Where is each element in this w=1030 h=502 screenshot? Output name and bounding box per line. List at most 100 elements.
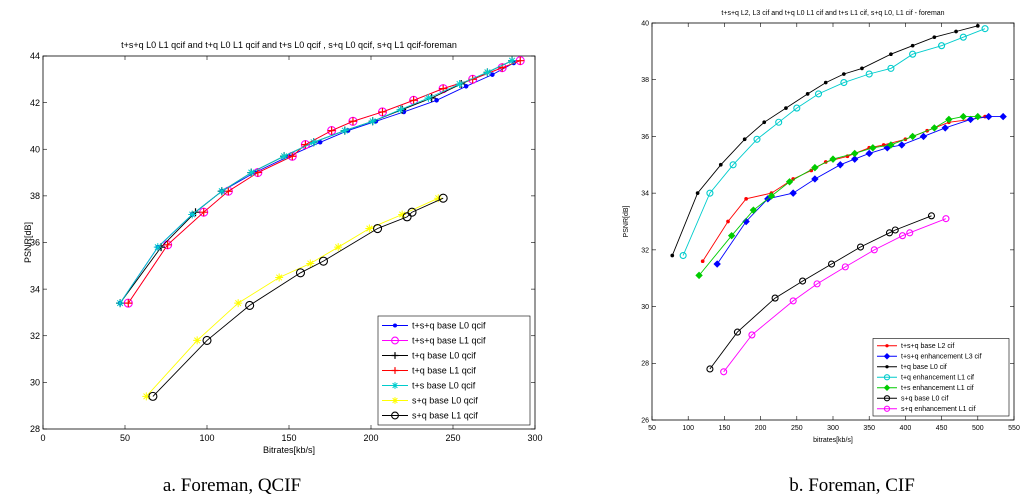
chart-b-xtick-label: 50 (648, 425, 656, 432)
chart-b-series-point-6 (720, 368, 728, 376)
chart-a-ylabel: PSNR[dB] (23, 222, 33, 263)
chart-a-series-point-5 (334, 243, 343, 252)
chart-b-ytick-label: 26 (641, 417, 649, 424)
chart-a-series-point-0 (463, 84, 469, 89)
chart-b-series-point-1 (984, 112, 993, 121)
chart-b-series-point-4 (749, 206, 758, 214)
chart-b-xtick-label: 350 (863, 425, 875, 432)
chart-b-series-point-1 (966, 115, 975, 124)
chart-b-xtick-label: 550 (1008, 425, 1020, 432)
chart-a-series-point-3 (124, 299, 133, 308)
chart-b-legend: t+s+q base L2 cif t+s+q enhancement L3 ci… (872, 338, 1010, 417)
chart-b-series-point-4 (869, 144, 877, 152)
chart-a-series-point-0 (490, 72, 495, 77)
chart-b-series-line-5 (709, 215, 932, 370)
chart-a-ytick-label: 40 (30, 144, 40, 154)
chart-a-xtick-label: 0 (40, 433, 45, 443)
chart-b-legend-label-3: t+q enhancement L1 cif (901, 375, 974, 382)
chart-a-series-point-4 (247, 168, 256, 177)
chart-b-series-point-2 (889, 52, 893, 57)
chart-b-series-point-6 (906, 229, 914, 237)
chart-a-ytick-label: 34 (30, 284, 40, 294)
chart-b-series-line-2 (671, 25, 978, 256)
chart-b-series-point-1 (919, 132, 928, 141)
chart-a-xlabel: Bitrates[kb/s] (263, 445, 315, 455)
chart-b-legend-marker-6 (883, 405, 891, 412)
chart-b-series-point-5 (771, 294, 779, 302)
chart-a-legend-marker-5 (391, 397, 399, 404)
chart-a-xtick-label: 200 (363, 433, 378, 443)
chart-b-series-point-2 (842, 72, 846, 76)
chart-a-legend: t+s+q base L0 qcif t+s+q base L1 qcif t+q … (377, 315, 531, 426)
chart-b-series-point-4 (767, 192, 776, 200)
chart-a-series-point-6 (202, 335, 212, 345)
chart-a-series-point-5 (434, 194, 443, 203)
chart-b-series-point-6 (898, 232, 907, 240)
chart-b-series-point-4 (945, 115, 953, 124)
chart-b-ytick-label: 30 (641, 304, 649, 311)
chart-b-xlabel: bitrates[kb/s] (813, 437, 853, 444)
chart-b-series-5 (706, 212, 936, 373)
chart-a-series-point-0 (317, 139, 323, 145)
chart-b-series-point-5 (885, 229, 894, 237)
chart-a-ytick-label: 28 (30, 424, 40, 434)
chart-b-legend-label-6: s+q enhancement L1 cif (901, 406, 976, 413)
chart-b-series-point-2 (823, 80, 828, 85)
chart-b-series-point-6 (813, 280, 821, 288)
chart-a-series-line-4 (119, 60, 513, 304)
chart-b-series-point-2 (670, 253, 675, 258)
chart-a-series-point-4 (340, 126, 349, 135)
chart-b-series-point-3 (909, 50, 917, 58)
chart-b-series-point-2 (860, 66, 864, 71)
chart-b-series-point-3 (679, 251, 687, 260)
chart-b-series-point-5 (733, 328, 741, 336)
chart-b-series-point-5 (856, 243, 865, 251)
chart-a-legend-label-4: t+s base L0 qcif (412, 381, 476, 391)
chart-a-series-1 (123, 56, 525, 308)
chart-b-series-point-3 (775, 118, 783, 126)
chart-b-series-point-4 (930, 124, 939, 132)
chart-a-series-point-4 (368, 117, 377, 126)
chart-b-series-point-2 (932, 35, 937, 40)
chart-a-series-point-4 (280, 152, 289, 161)
chart-b-series-point-4 (727, 231, 736, 240)
chart-a-legend-label-3: t+q base L1 qcif (412, 366, 476, 376)
chart-a-series-point-3 (288, 152, 297, 161)
chart-b-series-point-3 (865, 70, 873, 78)
chart-b-series-point-2 (975, 23, 980, 28)
chart-a-series-point-6 (407, 207, 417, 217)
chart-b-series-4 (695, 112, 982, 280)
chart-b-series-point-0 (726, 219, 730, 224)
chart-b-series-point-4 (974, 112, 982, 121)
chart-a-series-5 (142, 194, 443, 401)
chart-a-legend-marker-1 (391, 336, 399, 345)
chart-a-series-line-3 (127, 60, 521, 304)
chart-b-series-point-0 (744, 196, 748, 201)
chart-b-legend-label-2: t+q base L0 cif (901, 364, 947, 371)
chart-a-legend-label-0: t+s+q base L0 qcif (412, 321, 486, 331)
chart-a-series-point-4 (188, 210, 197, 219)
chart-b-series-point-2 (784, 106, 788, 110)
chart-a-series-point-5 (365, 224, 374, 233)
chart-b-series-point-2 (762, 120, 767, 125)
chart-a-series-6 (148, 193, 448, 401)
chart-b-series-point-3 (887, 64, 895, 72)
chart-b-series-point-4 (695, 271, 703, 280)
chart-a-series-line-0 (119, 62, 514, 304)
chart-b-series-point-5 (927, 212, 936, 220)
chart-a-series-point-5 (275, 273, 284, 282)
chart-b-series-point-5 (799, 277, 807, 285)
chart-a-ytick-label: 38 (30, 191, 40, 201)
chart-b-series-point-3 (814, 90, 823, 98)
chart-b-xtick-label: 300 (827, 425, 839, 432)
chart-a-series-point-0 (434, 97, 439, 103)
chart-a-series-point-5 (398, 210, 407, 219)
chart-b-legend-marker-5 (883, 395, 891, 402)
chart-b-series-point-6 (870, 246, 878, 254)
chart-a-series-point-4 (508, 56, 517, 65)
chart-a-ytick-label: 44 (30, 51, 40, 61)
chart-b-series-line-4 (698, 116, 978, 276)
chart-b-series-point-4 (908, 132, 917, 141)
chart-b-title: t+s+q L2, L3 cif and t+q L0 L1 cif and t… (721, 10, 944, 17)
